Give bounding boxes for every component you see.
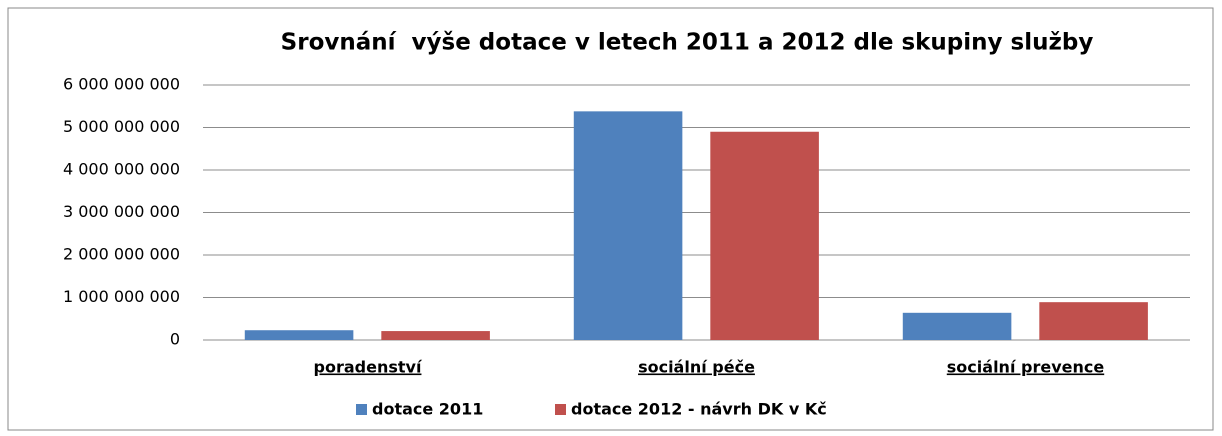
bar: [244, 330, 354, 340]
x-tick-label: sociální péče: [638, 358, 755, 377]
x-tick-label: poradenství: [314, 358, 423, 377]
legend-swatch: [555, 404, 566, 415]
y-tick-label: 0: [170, 330, 180, 349]
legend-label: dotace 2011: [372, 400, 483, 419]
x-tick-label: sociální prevence: [947, 358, 1105, 377]
legend-label: dotace 2012 - návrh DK v Kč: [571, 400, 827, 419]
y-tick-label: 2 000 000 000: [63, 245, 180, 264]
y-tick-label: 5 000 000 000: [63, 117, 180, 136]
y-tick-label: 4 000 000 000: [63, 160, 180, 179]
bar: [902, 312, 1012, 340]
y-tick-label: 1 000 000 000: [63, 287, 180, 306]
legend-swatch: [356, 404, 367, 415]
y-tick-label: 3 000 000 000: [63, 202, 180, 221]
bar: [1039, 302, 1148, 340]
chart-title: Srovnání výše dotace v letech 2011 a 201…: [281, 30, 1094, 56]
bar: [573, 111, 683, 340]
y-tick-label: 6 000 000 000: [63, 75, 180, 94]
bar: [381, 331, 490, 340]
bar: [710, 131, 819, 340]
